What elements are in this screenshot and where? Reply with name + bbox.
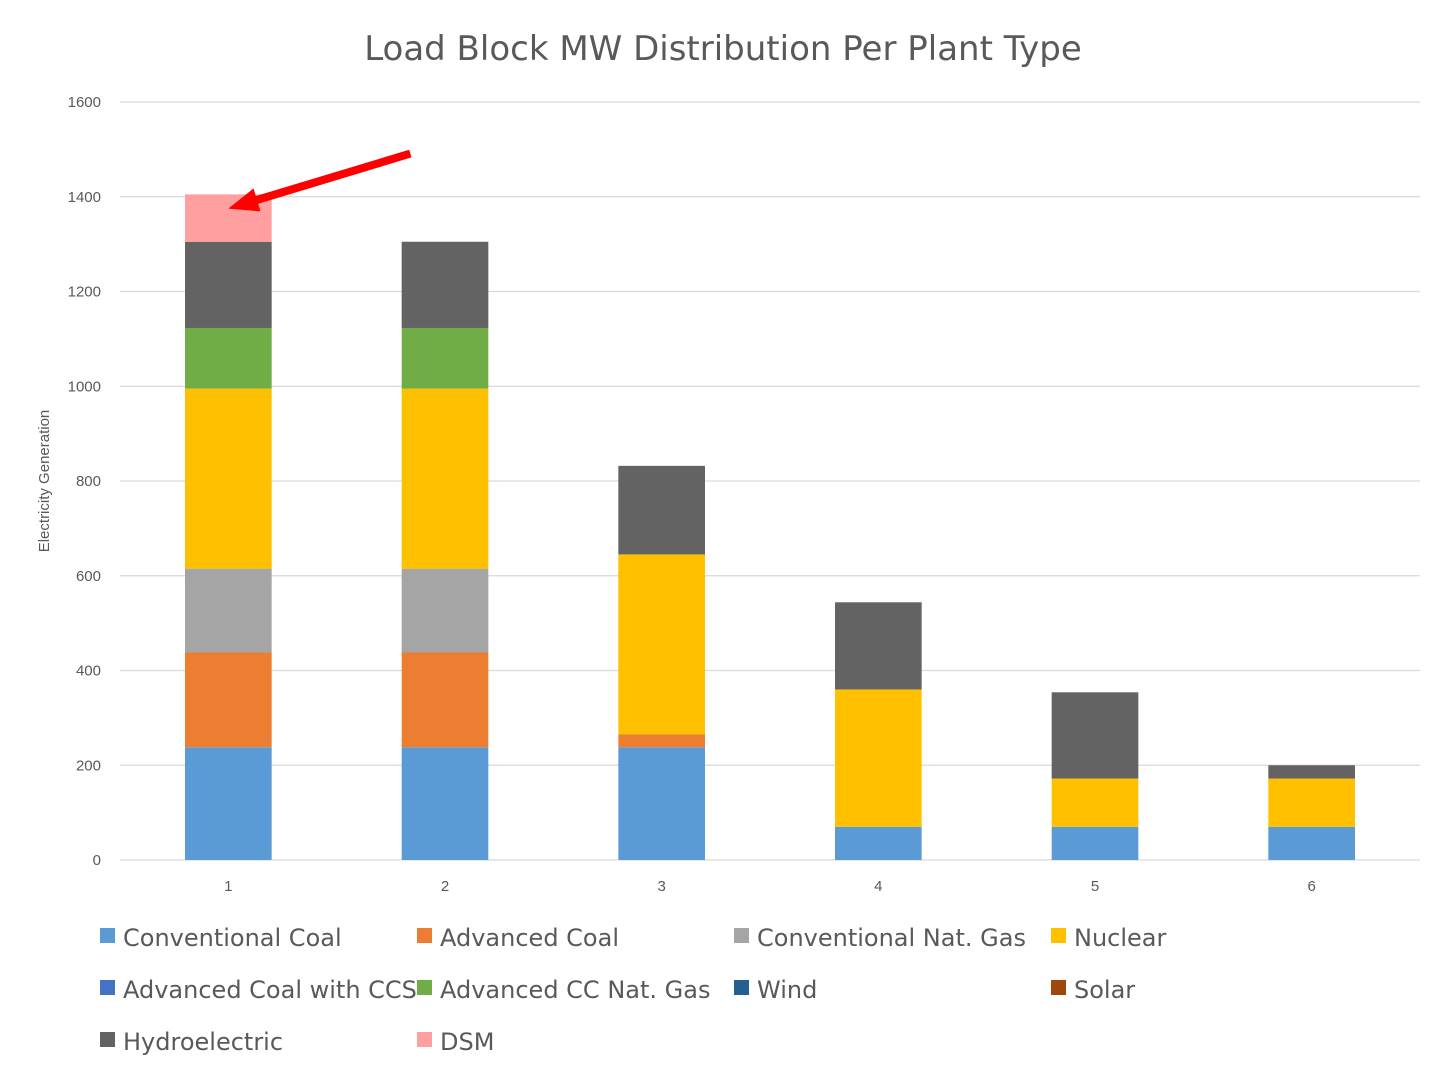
legend-swatch: [417, 1032, 432, 1047]
legend-label: Advanced CC Nat. Gas: [440, 976, 710, 1004]
bar-segment-conventional-coal-6: [1268, 826, 1355, 860]
legend-item: Nuclear: [1051, 924, 1167, 952]
bars: [185, 194, 1355, 860]
legend-item: Advanced Coal: [417, 924, 619, 952]
chart-title: Load Block MW Distribution Per Plant Typ…: [364, 29, 1082, 69]
bar-segment-hydroelectric-2: [401, 241, 489, 328]
y-axis-ticks: 0 200 400 600 800 1000 1200 1400 1600: [68, 94, 101, 869]
bar-segment-advanced-coal-3: [618, 734, 705, 748]
x-tick-label: 3: [657, 878, 665, 895]
bar-segment-hydroelectric-5: [1051, 692, 1139, 779]
x-tick-label: 2: [441, 878, 449, 895]
x-tick-label: 4: [874, 878, 882, 895]
legend-label: Solar: [1074, 976, 1135, 1004]
y-tick-label: 0: [93, 852, 101, 869]
legend-item: DSM: [417, 1028, 494, 1056]
y-tick-label: 800: [76, 473, 101, 490]
legend-label: Wind: [757, 976, 817, 1004]
gridlines: [120, 101, 1420, 861]
legend-item: Conventional Nat. Gas: [734, 924, 1026, 952]
legend-swatch: [734, 928, 749, 943]
bar-segment-nuclear-4: [835, 689, 922, 827]
legend-label: Advanced Coal: [440, 924, 619, 952]
bar-segment-conventional-nat-gas-2: [401, 568, 489, 653]
bar-segment-nuclear-1: [185, 388, 272, 569]
legend-item: Conventional Coal: [100, 924, 342, 952]
bar-segment-conventional-coal-5: [1051, 826, 1139, 860]
legend-item: Advanced CC Nat. Gas: [417, 976, 710, 1004]
bar-segment-advanced-cc-nat-gas-1: [185, 327, 272, 389]
legend-label: Hydroelectric: [123, 1028, 283, 1056]
bar-segment-conventional-coal-4: [835, 826, 922, 860]
bar-segment-nuclear-5: [1051, 778, 1139, 827]
legend-swatch: [100, 1032, 115, 1047]
annotation-arrow: [228, 149, 412, 212]
annotations: [228, 149, 412, 212]
bar-segment-conventional-coal-2: [401, 747, 489, 860]
arrow-shaft: [253, 149, 412, 205]
legend-item: Hydroelectric: [100, 1028, 283, 1056]
legend-swatch: [417, 980, 432, 995]
y-tick-label: 200: [76, 757, 101, 774]
x-tick-label: 1: [224, 878, 232, 895]
legend-item: Solar: [1051, 976, 1135, 1004]
bar-segment-advanced-cc-nat-gas-2: [401, 327, 489, 389]
bar-segment-nuclear-3: [618, 554, 705, 735]
legend-label: Conventional Nat. Gas: [757, 924, 1026, 952]
legend-swatch: [100, 928, 115, 943]
x-axis-ticks: 1 2 3 4 5 6: [224, 878, 1316, 895]
y-tick-label: 1200: [68, 284, 101, 301]
x-tick-label: 5: [1091, 878, 1099, 895]
legend-item: Advanced Coal with CCS: [100, 976, 417, 1004]
bar-segment-hydroelectric-3: [618, 465, 705, 555]
y-tick-label: 600: [76, 568, 101, 585]
bar-segment-advanced-coal-1: [185, 652, 272, 748]
y-tick-label: 400: [76, 663, 101, 680]
legend-label: Conventional Coal: [123, 924, 342, 952]
legend-swatch: [734, 980, 749, 995]
legend-swatch: [417, 928, 432, 943]
legend-label: Nuclear: [1074, 924, 1167, 952]
bar-segment-hydroelectric-6: [1268, 765, 1355, 779]
y-tick-label: 1400: [68, 189, 101, 206]
legend-label: DSM: [440, 1028, 494, 1056]
legend-item: Wind: [734, 976, 817, 1004]
legend-swatch: [1051, 928, 1066, 943]
y-tick-label: 1000: [68, 378, 101, 395]
y-tick-label: 1600: [68, 94, 101, 111]
bar-segment-nuclear-2: [401, 388, 489, 569]
legend-label: Advanced Coal with CCS: [123, 976, 417, 1004]
bar-segment-conventional-coal-3: [618, 747, 705, 860]
bar-segment-conventional-coal-1: [185, 747, 272, 860]
bar-segment-hydroelectric-1: [185, 241, 272, 328]
y-axis-label: Electricity Generation: [36, 410, 53, 553]
bar-segment-conventional-nat-gas-1: [185, 568, 272, 653]
bar-segment-hydroelectric-4: [835, 602, 922, 690]
bar-segment-advanced-coal-2: [401, 652, 489, 748]
arrow-head: [228, 188, 261, 212]
legend: Conventional Coal Advanced Coal Convention…: [100, 924, 1167, 1056]
legend-swatch: [100, 980, 115, 995]
x-tick-label: 6: [1307, 878, 1315, 895]
legend-swatch: [1051, 980, 1066, 995]
bar-segment-nuclear-6: [1268, 778, 1355, 827]
